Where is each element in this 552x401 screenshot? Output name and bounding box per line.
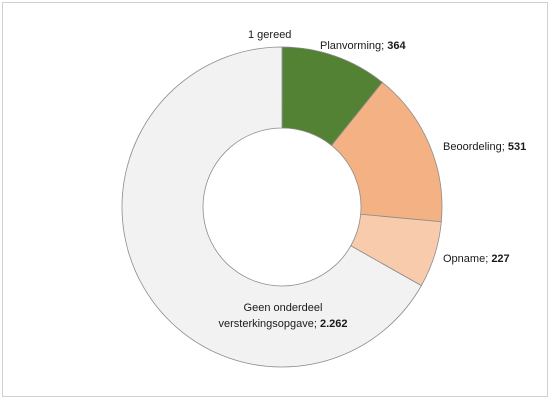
data-label-beoordeling: Beoordeling; 531 — [443, 141, 526, 153]
slice-geen-onderdeel-versterkingsopgave — [121, 46, 422, 368]
data-label-planvorming: Planvorming; 364 — [320, 40, 407, 52]
data-label-1-gereed: 1 gereed — [248, 29, 291, 41]
data-label-geen-onderdeel-versterkingsopgave: Geen onderdeel versterkingsopgave; 2.262 — [218, 302, 347, 330]
data-label-opname: Opname; 227 — [443, 253, 510, 265]
